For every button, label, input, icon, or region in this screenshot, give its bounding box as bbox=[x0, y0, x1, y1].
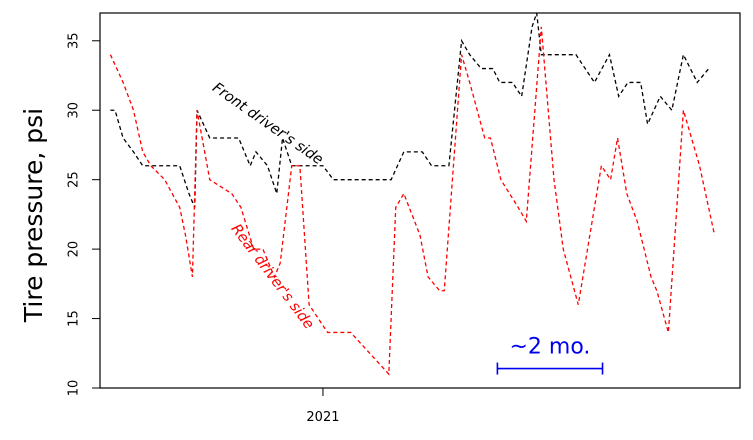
plot-frame bbox=[99, 12, 741, 389]
y-tick-label: 25 bbox=[67, 171, 82, 188]
series-line-rear-drivers-side bbox=[109, 26, 716, 376]
series-line-front-drivers-side bbox=[110, 12, 710, 208]
scale-bar-label: ~2 mo. bbox=[510, 335, 591, 360]
y-tick-label: 35 bbox=[67, 33, 82, 50]
y-tick-label: 30 bbox=[67, 102, 82, 119]
y-axis-label: Tire pressure, psi bbox=[19, 108, 48, 323]
y-tick-label: 10 bbox=[67, 380, 82, 397]
y-tick-label: 15 bbox=[67, 310, 82, 327]
y-tick-label: 20 bbox=[67, 241, 82, 258]
x-tick-label: 2021 bbox=[306, 410, 339, 425]
